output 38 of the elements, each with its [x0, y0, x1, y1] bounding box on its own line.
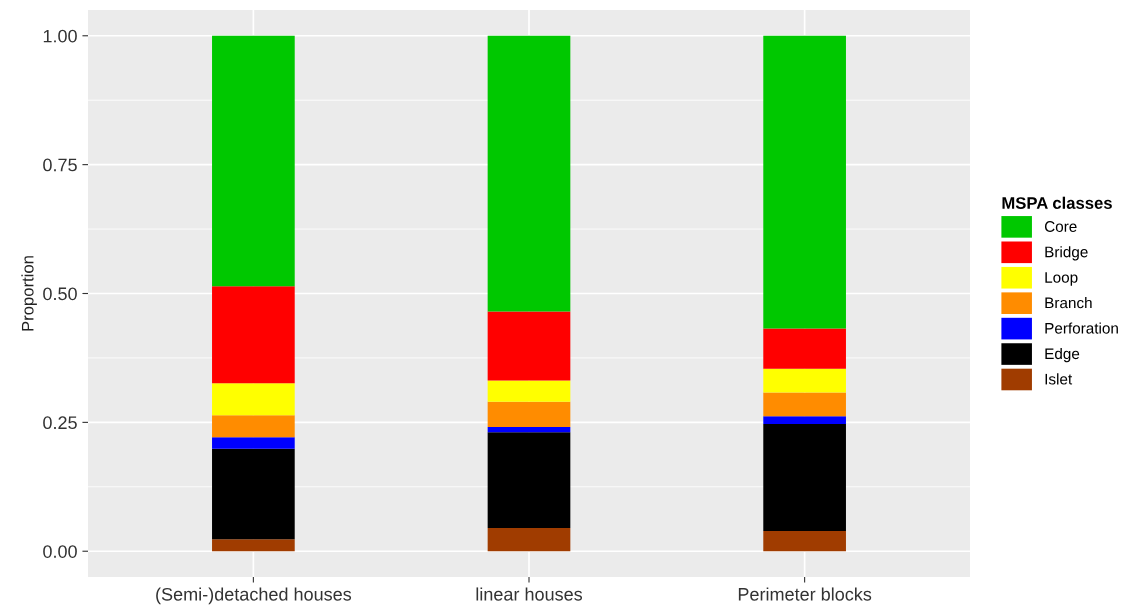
y-tick-label: 0.50: [43, 287, 77, 301]
legend-label: Loop: [1045, 272, 1078, 286]
bar: [487, 380, 571, 402]
x-tick-label: (Semi-)detached houses: [156, 587, 352, 605]
legend-label: Bridge: [1045, 246, 1088, 261]
bar: [212, 539, 295, 552]
legend-label: Perforation: [1045, 322, 1118, 334]
bar: [763, 423, 846, 532]
bar: [487, 311, 571, 381]
legend-label: Edge: [1045, 347, 1080, 363]
legend-title: MSPA classes: [1002, 196, 1112, 209]
legend-label: Core: [1044, 221, 1077, 232]
bar: [487, 432, 571, 529]
bar: [212, 448, 295, 540]
x-tick-label: linear houses: [476, 587, 583, 601]
y-tick-label: 0.00: [43, 545, 77, 558]
bar: [212, 383, 295, 416]
bar: [487, 427, 571, 433]
y-tick-label: 0.75: [43, 158, 77, 172]
bar: [212, 415, 295, 438]
y-tick-label: 0.25: [43, 416, 77, 430]
bar: [212, 35, 295, 287]
bar: [763, 35, 846, 329]
legend-label: Islet: [1045, 373, 1073, 385]
bar: [212, 286, 295, 384]
bar: [487, 35, 571, 312]
legend-label: Branch: [1045, 297, 1092, 309]
bar: [487, 401, 571, 427]
bar: [763, 368, 846, 393]
x-tick-label: Perimeter blocks: [738, 587, 872, 601]
y-tick-label: 1.00: [43, 29, 77, 43]
bar: [763, 328, 846, 369]
bar: [487, 528, 571, 552]
y-axis-title: Proportion: [21, 256, 37, 331]
bar: [212, 437, 295, 449]
bar: [763, 531, 846, 552]
bar: [763, 392, 846, 417]
bar: [763, 416, 846, 424]
